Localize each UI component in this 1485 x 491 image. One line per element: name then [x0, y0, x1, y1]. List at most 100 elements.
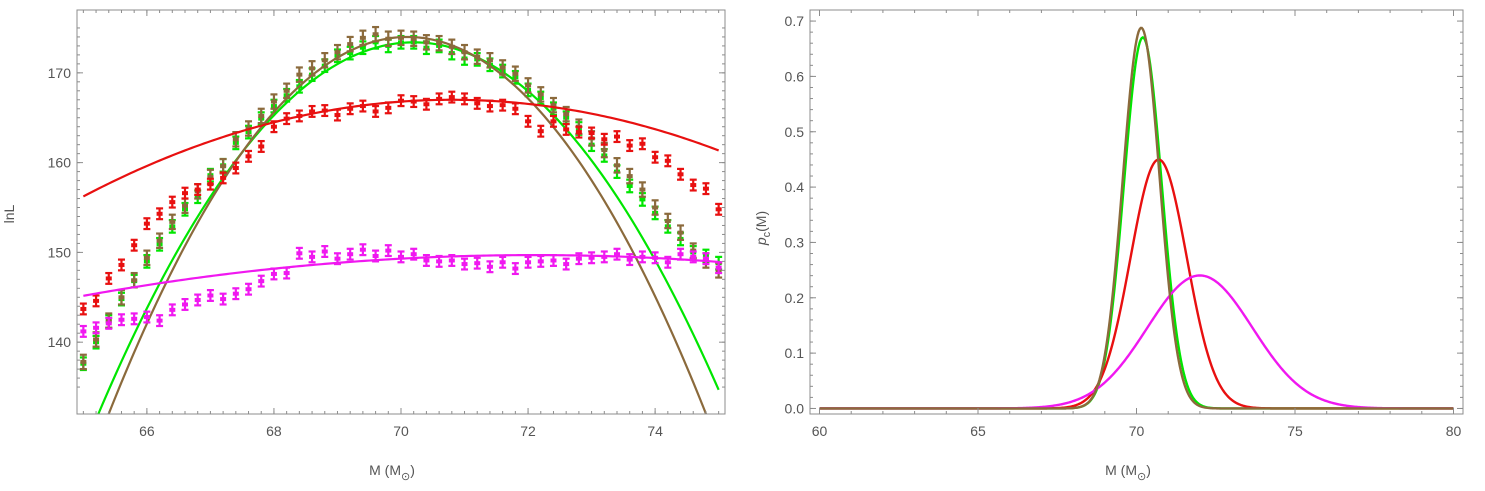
data-point [613, 157, 621, 174]
y-tick-label: 150 [48, 244, 72, 260]
data-point [168, 213, 176, 231]
data-point [588, 126, 596, 140]
data-point [181, 186, 189, 200]
data-point [333, 108, 341, 122]
data-point [600, 250, 608, 264]
data-point [308, 60, 316, 77]
data-point [473, 96, 481, 110]
data-point [410, 95, 418, 109]
data-point [461, 257, 469, 271]
data-point [130, 238, 138, 252]
data-point [257, 274, 265, 288]
data-point [511, 102, 519, 116]
data-point [346, 247, 354, 261]
data-point [626, 167, 634, 185]
data-point [473, 256, 481, 270]
data-point [677, 247, 685, 261]
y-tick-label: 0.2 [785, 290, 805, 306]
data-point [638, 250, 646, 264]
data-point [562, 122, 570, 136]
data-point [105, 271, 113, 285]
y-tick-label: 0.1 [785, 345, 805, 361]
data-point [384, 244, 392, 258]
x-tick-label: 80 [1446, 423, 1462, 439]
data-point [333, 43, 341, 61]
data-point [524, 255, 532, 269]
data-point [486, 51, 494, 69]
data-point [270, 93, 278, 110]
x-tick-label: 68 [266, 423, 282, 439]
data-point [295, 66, 303, 83]
density-curve [819, 274, 1454, 410]
data-point [422, 34, 430, 51]
data-point [206, 289, 214, 302]
data-point [677, 167, 685, 181]
y-tick-label: 140 [48, 334, 72, 350]
data-point [168, 303, 176, 317]
plot-frame [809, 9, 1464, 415]
data-point [245, 149, 253, 163]
x-axis-label: M (M⊙) [1105, 462, 1151, 483]
y-tick-label: 170 [48, 65, 72, 81]
x-tick-label: 60 [812, 423, 828, 439]
data-point [626, 253, 634, 267]
data-point [499, 59, 507, 76]
x-tick-label: 66 [139, 423, 155, 439]
data-point [79, 302, 87, 316]
data-point [257, 139, 265, 153]
data-point [651, 150, 659, 164]
data-point [117, 258, 125, 272]
data-point [372, 249, 380, 263]
data-point [359, 99, 367, 113]
data-point [105, 316, 113, 330]
data-point [448, 38, 456, 56]
data-point [372, 25, 380, 43]
data-point [486, 99, 494, 113]
data-point [626, 139, 634, 153]
data-point [562, 257, 570, 271]
data-point [702, 252, 710, 266]
loglikelihood-chart: 66 68 70 72 74 140 150 160 170 M (M⊙) lnL [1, 9, 726, 483]
data-point [524, 77, 532, 94]
data-point [715, 261, 723, 275]
data-point [156, 314, 164, 328]
data-point [295, 246, 303, 260]
data-point [461, 92, 469, 106]
data-point [638, 181, 646, 198]
data-point [588, 251, 596, 265]
data-point [270, 120, 278, 134]
data-point [638, 137, 646, 151]
data-point [651, 251, 659, 265]
data-point [232, 161, 240, 175]
data-point [473, 48, 481, 65]
data-point [461, 43, 469, 61]
y-tick-label: 0.6 [785, 68, 805, 84]
probability-density-chart: 60 65 70 75 80 0.0 0.1 0.2 0.3 0.4 0.5 0.6 0.7 M (M⊙… [753, 9, 1464, 483]
data-point [435, 34, 443, 52]
data-point [219, 171, 227, 185]
x-axis-label: M (M⊙) [369, 462, 415, 483]
data-point [600, 132, 608, 146]
x-tick-label: 74 [647, 423, 663, 439]
data-point [257, 107, 265, 125]
data-point [308, 104, 316, 118]
data-point [549, 114, 557, 128]
data-point [549, 96, 557, 114]
data-point [194, 183, 202, 197]
data-point [511, 262, 519, 276]
data-point [79, 324, 87, 338]
data-point [689, 250, 697, 264]
data-point [194, 293, 202, 307]
data-point [143, 310, 151, 324]
x-tick-label: 75 [1287, 423, 1303, 439]
data-point [270, 267, 278, 281]
data-point [321, 104, 329, 118]
data-point [143, 217, 151, 231]
data-point [92, 294, 100, 308]
data-point [702, 182, 710, 196]
data-point [422, 97, 430, 111]
data-point [295, 109, 303, 123]
x-tick-label: 70 [1129, 423, 1145, 439]
data-point [359, 243, 367, 257]
data-point [511, 65, 519, 83]
